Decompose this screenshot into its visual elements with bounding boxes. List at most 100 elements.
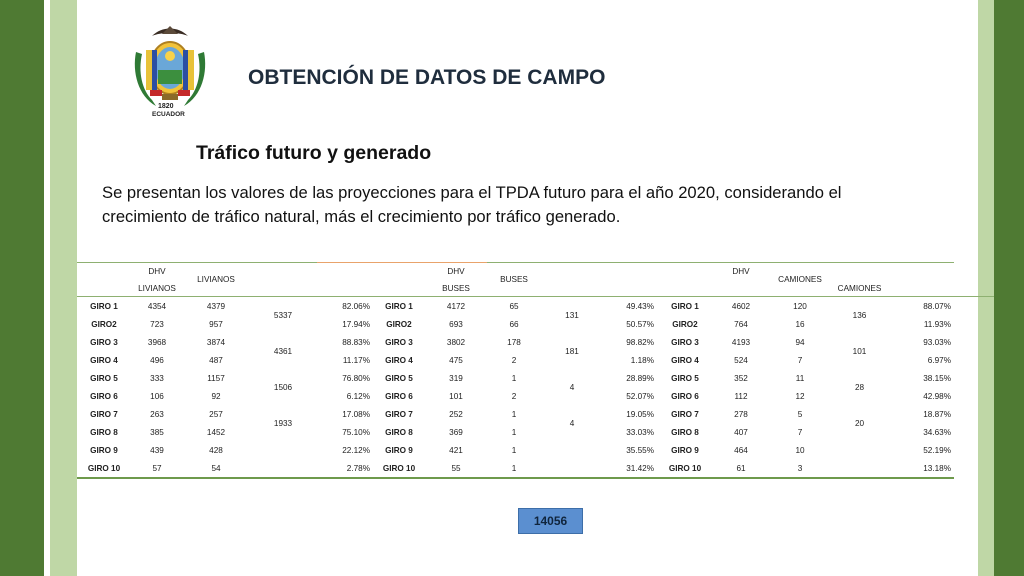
camiones-percent-cell: 11.93% [923, 319, 951, 329]
empty-cell [249, 441, 317, 459]
camiones-giro-label: GIRO 7 [671, 409, 699, 419]
buses-percent-cell: 52.07% [626, 391, 654, 401]
livianos-value-cell: 487 [209, 355, 223, 365]
giro-label: GIRO 5 [90, 373, 118, 383]
livianos-dhv-cell: 3968 [147, 337, 167, 347]
camiones-giro-label: GIRO2 [672, 319, 698, 329]
livianos-pair-total: 1933 [273, 418, 293, 428]
buses-giro-label: GIRO 7 [385, 409, 413, 419]
description-paragraph: Se presentan los valores de las proyecci… [102, 183, 842, 226]
table-row: GIRO 1 4354 4379 5337 82.06% GIRO 1 4172 65 131 4… [77, 297, 994, 320]
right-dark-bar [994, 0, 1024, 576]
livianos-value-cell: 428 [209, 445, 223, 455]
camiones-dhv-cell: 764 [734, 319, 748, 329]
livianos-percent-cell: 22.12% [342, 445, 370, 455]
buses-value-cell: 1 [487, 459, 541, 479]
camiones-value-cell: 120 [793, 301, 807, 311]
livianos-dhv-cell: 385 [150, 427, 164, 437]
camiones-pair-total: 101 [852, 346, 867, 356]
buses-pair-total: 4 [569, 382, 575, 392]
buses-giro-label: GIRO 3 [385, 337, 413, 347]
livianos-dhv-cell: 263 [150, 409, 164, 419]
table-row: GIRO 5 333 1157 1506 76.80% GIRO 5 319 1 4 28.89%… [77, 369, 994, 392]
buses-value-cell: 2 [511, 391, 517, 401]
left-light-bar [50, 0, 77, 576]
table-row: GIRO 9 439 428 22.12% GIRO 9 421 1 35.55% GIRO 9… [77, 441, 994, 459]
header-livianos-sub: LIVIANOS [131, 280, 183, 297]
camiones-value-cell: 7 [797, 427, 803, 437]
buses-dhv-cell: 421 [449, 445, 463, 455]
camiones-giro-label: GIRO 8 [671, 427, 699, 437]
livianos-percent-cell: 82.06% [342, 301, 370, 311]
livianos-dhv-cell: 333 [150, 373, 164, 383]
camiones-value-cell: 16 [795, 319, 805, 329]
buses-percent-cell: 35.55% [626, 445, 654, 455]
camiones-dhv-cell: 112 [734, 391, 748, 401]
buses-percent-cell: 28.89% [626, 373, 654, 383]
camiones-value-cell: 12 [795, 391, 805, 401]
giro-label: GIRO 4 [90, 355, 118, 365]
livianos-pair-total: 1506 [273, 382, 293, 392]
header-buses-sub: BUSES [425, 280, 487, 297]
camiones-dhv-cell: 352 [734, 373, 748, 383]
livianos-dhv-cell: 57 [131, 459, 183, 479]
buses-dhv-cell: 4172 [446, 301, 466, 311]
seal-year: 1820 [158, 103, 174, 110]
camiones-percent-cell: 18.87% [923, 409, 951, 419]
camiones-giro-label: GIRO 9 [671, 445, 699, 455]
camiones-dhv-cell: 278 [734, 409, 748, 419]
header-camiones: CAMIONES [769, 262, 831, 297]
camiones-percent-cell: 88.07% [923, 301, 951, 311]
camiones-percent-cell: 42.98% [923, 391, 951, 401]
livianos-value-cell: 3874 [206, 337, 226, 347]
camiones-giro-label: GIRO 10 [657, 459, 713, 479]
table-row: GIRO 8 385 1452 75.10% GIRO 8 369 1 33.03% GIRO … [77, 423, 994, 441]
buses-giro-label: GIRO 9 [385, 445, 413, 455]
livianos-dhv-cell: 723 [150, 319, 164, 329]
header-camiones-sub: CAMIONES [831, 280, 888, 297]
buses-dhv-cell: 475 [449, 355, 463, 365]
buses-percent-cell: 98.82% [626, 337, 654, 347]
camiones-giro-label: GIRO 3 [671, 337, 699, 347]
camiones-giro-label: GIRO 1 [671, 301, 699, 311]
buses-percent-cell: 50.57% [626, 319, 654, 329]
camiones-giro-label: GIRO 4 [671, 355, 699, 365]
giro-label: GIRO2 [91, 319, 117, 329]
buses-value-cell: 1 [511, 409, 517, 419]
empty-cell [541, 459, 603, 479]
camiones-giro-label: GIRO 5 [671, 373, 699, 383]
livianos-value-cell: 54 [183, 459, 249, 479]
table-header-row-1: DHV LIVIANOS DHV BUSES DHV CAMIONES [77, 262, 994, 297]
buses-value-cell: 1 [511, 373, 517, 383]
header-livianos: LIVIANOS [183, 262, 249, 297]
giro-label: GIRO 1 [90, 301, 118, 311]
section-subtitle: Tráfico futuro y generado [196, 142, 432, 164]
livianos-value-cell: 1452 [206, 427, 226, 437]
page-title: OBTENCIÓN DE DATOS DE CAMPO [248, 66, 606, 89]
buses-dhv-cell: 369 [449, 427, 463, 437]
tpda-table: DHV LIVIANOS DHV BUSES DHV CAMIONES LIVI… [77, 262, 994, 479]
buses-dhv-cell: 3802 [446, 337, 466, 347]
camiones-value-cell: 5 [797, 409, 803, 419]
buses-value-cell: 1 [511, 427, 517, 437]
livianos-percent-cell: 76.80% [342, 373, 370, 383]
buses-dhv-cell: 693 [449, 319, 463, 329]
camiones-percent-cell: 6.97% [927, 355, 951, 365]
livianos-dhv-cell: 106 [150, 391, 164, 401]
left-dark-bar [0, 0, 44, 576]
buses-percent-cell: 33.03% [626, 427, 654, 437]
livianos-percent-cell: 75.10% [342, 427, 370, 437]
camiones-percent-cell: 52.19% [923, 445, 951, 455]
camiones-value-cell: 7 [797, 355, 803, 365]
camiones-percent-cell: 93.03% [923, 337, 951, 347]
livianos-percent-cell: 2.78% [317, 459, 373, 479]
livianos-pair-total: 5337 [273, 310, 293, 320]
camiones-value-cell: 11 [795, 373, 805, 383]
buses-value-cell: 1 [511, 445, 517, 455]
buses-giro-label: GIRO 5 [385, 373, 413, 383]
buses-giro-label: GIRO 1 [385, 301, 413, 311]
camiones-dhv-cell: 4193 [731, 337, 751, 347]
buses-percent-cell: 49.43% [626, 301, 654, 311]
camiones-value-cell: 3 [769, 459, 831, 479]
camiones-percent-cell: 13.18% [888, 459, 954, 479]
